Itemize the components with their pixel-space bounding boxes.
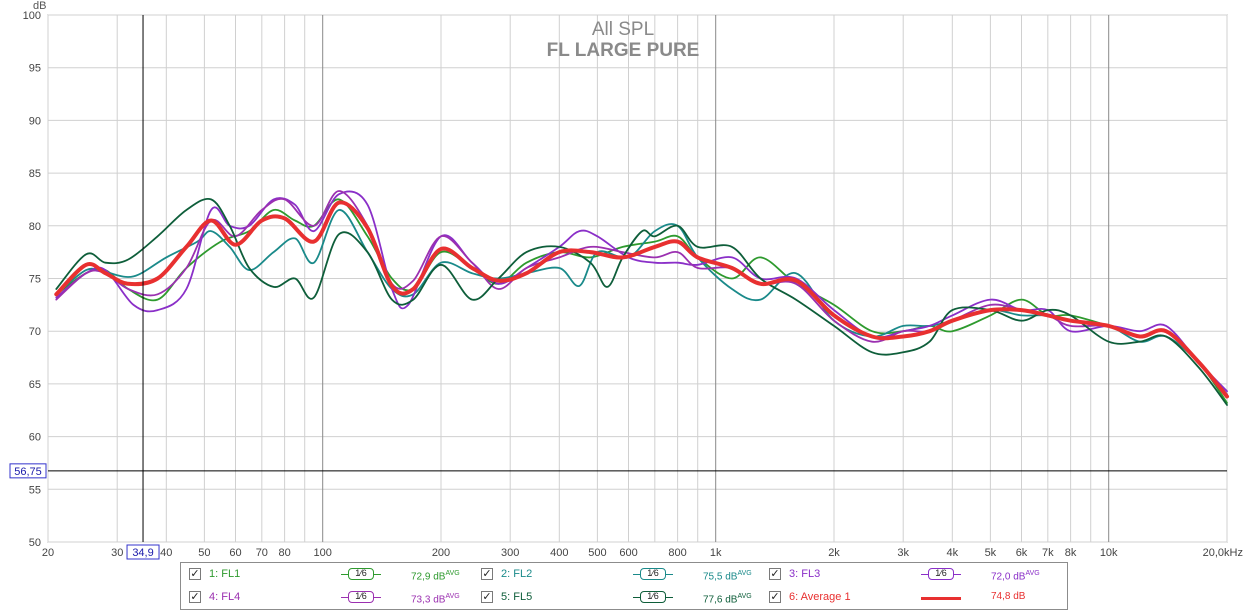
legend-series-name: 1: FL1 bbox=[209, 568, 241, 580]
x-tick-label: 3k bbox=[897, 547, 909, 559]
y-tick-label: 100 bbox=[23, 10, 41, 22]
x-tick-label: 70 bbox=[256, 547, 268, 559]
y-tick-label: 60 bbox=[29, 432, 41, 444]
smoothing-button[interactable]: 1⁄6 bbox=[348, 591, 374, 603]
x-tick-label: 100 bbox=[314, 547, 332, 559]
legend-series-name: 2: FL2 bbox=[501, 568, 533, 580]
legend-item: ✓ 5: FL5 1⁄6 77,6 dBAVG bbox=[481, 588, 766, 606]
x-tick-label: 800 bbox=[668, 547, 686, 559]
x-tick-label: 400 bbox=[550, 547, 568, 559]
legend-checkbox[interactable]: ✓ bbox=[769, 567, 781, 580]
frequency-response-chart: 50 55 60 65 70 75 80 85 90 95 100 20 30 40 50 60 70 80 10… bbox=[9, 0, 1243, 560]
series-group bbox=[54, 190, 1229, 406]
legend-series-name: 5: FL5 bbox=[501, 591, 533, 603]
y-tick-label: 90 bbox=[29, 115, 41, 127]
legend-item: ✓ 4: FL4 1⁄6 73,3 dBAVG bbox=[189, 588, 474, 606]
x-tick-label: 60 bbox=[229, 547, 241, 559]
legend-item: ✓ 1: FL1 1⁄6 72,9 dBAVG bbox=[189, 565, 474, 583]
legend-average-value: 75,5 dBAVG bbox=[703, 570, 752, 583]
x-tick-label: 500 bbox=[588, 547, 606, 559]
smoothing-button[interactable]: 1⁄6 bbox=[640, 568, 666, 580]
x-tick-label: 4k bbox=[946, 547, 958, 559]
legend-series-name: 6: Average 1 bbox=[789, 591, 851, 603]
smoothing-button[interactable]: 1⁄6 bbox=[640, 591, 666, 603]
y-tick-label: 80 bbox=[29, 221, 41, 233]
legend-average-tag: AVG bbox=[737, 570, 752, 577]
y-tick-label: 70 bbox=[29, 326, 41, 338]
series-line-2-fl2 bbox=[55, 209, 1228, 396]
smoothing-button[interactable]: 1⁄6 bbox=[348, 568, 374, 580]
legend-item: ✓ 6: Average 1 74,8 dB bbox=[769, 588, 1054, 606]
legend-average-value: 77,6 dBAVG bbox=[703, 593, 752, 606]
y-tick-label: 65 bbox=[29, 379, 41, 391]
cursor-y-readout: 56,75 bbox=[14, 466, 42, 478]
x-tick-label: 40 bbox=[160, 547, 172, 559]
legend-checkbox[interactable]: ✓ bbox=[481, 590, 493, 603]
legend-panel: ✓ 1: FL1 1⁄6 72,9 dBAVG ✓ 2: FL2 1⁄6 75,5 dBAVG… bbox=[180, 562, 1068, 610]
x-tick-label: 20,0kHz bbox=[1203, 547, 1243, 559]
y-axis-tick-labels: 50 55 60 65 70 75 80 85 90 95 100 bbox=[23, 10, 41, 549]
legend-average-tag: AVG bbox=[445, 593, 460, 600]
y-tick-label: 75 bbox=[29, 274, 41, 286]
legend-average-tag: AVG bbox=[1025, 570, 1040, 577]
cursor-x-readout: 34,9 bbox=[132, 547, 153, 559]
legend-line-sample bbox=[921, 597, 961, 600]
y-tick-label: 85 bbox=[29, 168, 41, 180]
series-line-6-average-1 bbox=[54, 200, 1229, 399]
legend-average-value: 72,0 dBAVG bbox=[991, 570, 1040, 583]
legend-average-tag: AVG bbox=[737, 593, 752, 600]
x-tick-label: 2k bbox=[828, 547, 840, 559]
legend-checkbox[interactable]: ✓ bbox=[769, 590, 781, 603]
x-tick-label: 10k bbox=[1100, 547, 1118, 559]
legend-item: ✓ 2: FL2 1⁄6 75,5 dBAVG bbox=[481, 565, 766, 583]
y-tick-label: 95 bbox=[29, 63, 41, 75]
cursor-y-readout-box bbox=[9, 463, 47, 479]
grid-lines bbox=[47, 14, 1228, 543]
x-tick-label: 80 bbox=[278, 547, 290, 559]
chart-subtitle: FL LARGE PURE bbox=[547, 40, 700, 61]
legend-average-tag: AVG bbox=[445, 570, 460, 577]
legend-average-value: 73,3 dBAVG bbox=[411, 593, 460, 606]
cursor-x-readout-box bbox=[126, 544, 160, 560]
x-tick-label: 6k bbox=[1016, 547, 1028, 559]
legend-checkbox[interactable]: ✓ bbox=[481, 567, 493, 580]
legend-average-value: 74,8 dB bbox=[991, 591, 1026, 602]
legend-checkbox[interactable]: ✓ bbox=[189, 590, 201, 603]
x-tick-label: 7k bbox=[1042, 547, 1054, 559]
legend-series-name: 4: FL4 bbox=[209, 591, 241, 603]
x-tick-label: 20 bbox=[42, 547, 54, 559]
legend-series-name: 3: FL3 bbox=[789, 568, 821, 580]
y-axis-unit: dB bbox=[33, 0, 46, 12]
x-tick-label: 30 bbox=[111, 547, 123, 559]
legend-average-value: 72,9 dBAVG bbox=[411, 570, 460, 583]
x-tick-label: 600 bbox=[619, 547, 637, 559]
smoothing-button[interactable]: 1⁄6 bbox=[928, 568, 954, 580]
chart-title: All SPL bbox=[592, 19, 654, 40]
x-tick-label: 5k bbox=[985, 547, 997, 559]
x-tick-label: 8k bbox=[1065, 547, 1077, 559]
x-tick-label: 50 bbox=[198, 547, 210, 559]
x-tick-label: 1k bbox=[710, 547, 722, 559]
legend-item: ✓ 3: FL3 1⁄6 72,0 dBAVG bbox=[769, 565, 1054, 583]
y-tick-label: 50 bbox=[29, 537, 41, 549]
series-line-5-fl5 bbox=[55, 197, 1228, 406]
y-tick-label: 55 bbox=[29, 484, 41, 496]
legend-checkbox[interactable]: ✓ bbox=[189, 567, 201, 580]
x-axis-tick-labels: 20 30 40 50 60 70 80 100 200 300 400 500 600 800 1k 2k 3… bbox=[42, 547, 1243, 559]
x-tick-label: 300 bbox=[501, 547, 519, 559]
cursor-crosshair[interactable]: 56,75 34,9 bbox=[9, 15, 1227, 560]
x-tick-label: 200 bbox=[432, 547, 450, 559]
